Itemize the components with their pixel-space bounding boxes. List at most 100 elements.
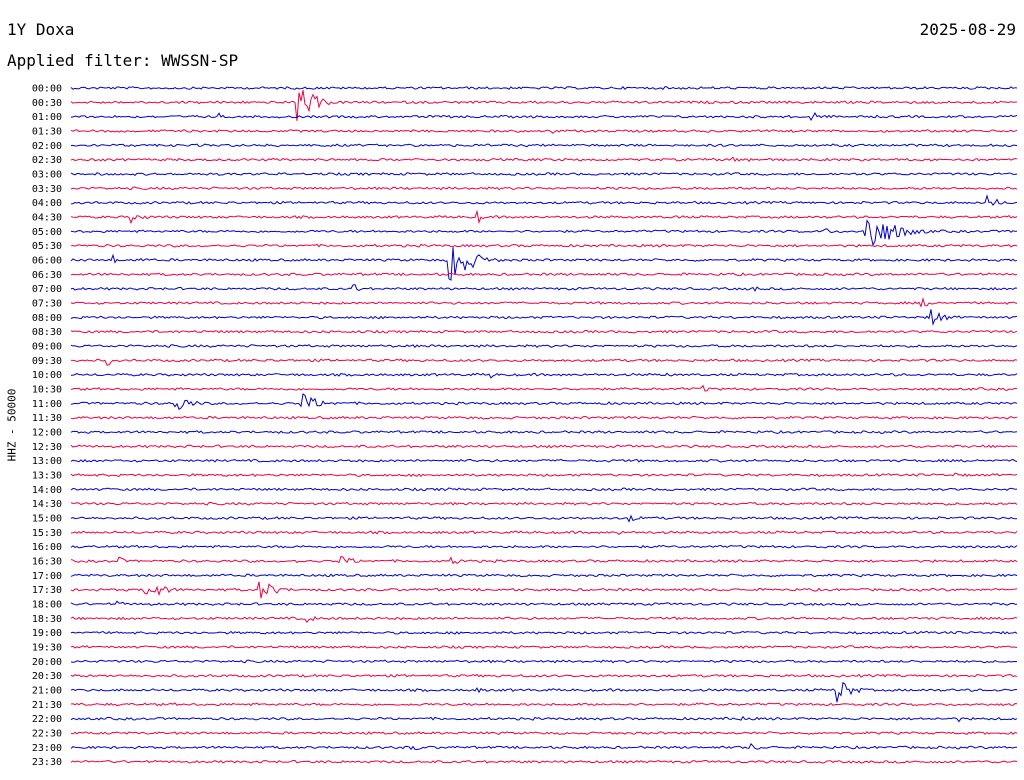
trace-line [70,309,1018,327]
trace-line [70,673,1018,678]
trace-line [70,630,1018,635]
row-time-label: 07:30 [32,299,62,310]
trace-line [70,616,1018,624]
row-time-label: 19:00 [32,628,62,639]
row-time-label: 13:30 [32,471,62,482]
trace-line [70,393,1018,410]
trace-line [70,530,1018,536]
trace-line [70,384,1018,392]
filter-label: Applied filter: WWSSN-SP [7,51,239,70]
trace-line [70,111,1018,121]
trace-line [70,194,1018,206]
trace-line [70,129,1018,134]
row-time-label: 14:00 [32,485,62,496]
trace-line [70,372,1018,379]
row-time-label: 17:30 [32,585,62,596]
row-time-label: 11:30 [32,413,62,424]
trace-line [70,514,1018,523]
trace-line [70,487,1018,492]
row-time-label: 11:00 [32,399,62,410]
trace-line [70,715,1018,723]
trace-line [70,544,1018,549]
trace-line [70,458,1018,463]
row-time-label: 16:30 [32,557,62,568]
row-time-label: 21:00 [32,686,62,697]
row-time-label: 19:30 [32,643,62,654]
row-time-label: 02:00 [32,141,62,152]
row-time-label: 23:30 [32,757,62,768]
trace-line [70,501,1018,506]
row-time-label: 00:30 [32,98,62,109]
row-time-label: 01:00 [32,112,62,123]
trace-line [70,296,1018,308]
trace-line [70,600,1018,607]
row-time-label: 09:00 [32,342,62,353]
trace-line [70,659,1018,664]
trace-line [70,581,1018,599]
trace-line [70,472,1018,477]
row-time-label: 22:30 [32,729,62,740]
trace-line [70,219,1018,247]
row-time-label: 00:00 [32,84,62,95]
trace-line [70,759,1018,764]
row-time-label: 06:30 [32,270,62,281]
row-time-label: 20:30 [32,671,62,682]
trace-line [70,681,1018,703]
trace-line [70,272,1018,277]
trace-line [70,555,1018,565]
trace-line [70,247,1018,281]
row-time-label: 12:30 [32,442,62,453]
trace-line [70,186,1018,191]
row-time-label: 08:30 [32,327,62,338]
row-time-label: 07:00 [32,284,62,295]
trace-line [70,209,1018,225]
row-time-label: 04:00 [32,198,62,209]
row-time-label: 14:30 [32,499,62,510]
trace-line [70,358,1018,366]
trace-line [70,429,1018,434]
row-time-label: 20:00 [32,657,62,668]
trace-line [70,444,1018,449]
row-time-label: 06:00 [32,256,62,267]
trace-line [70,172,1018,176]
row-time-label: 03:00 [32,170,62,181]
row-time-label: 05:00 [32,227,62,238]
row-time-label: 23:00 [32,743,62,754]
trace-line [70,645,1018,650]
date-label: 2025-08-29 [919,20,1016,39]
trace-line [70,143,1018,148]
trace-line [70,742,1018,751]
trace-line [70,731,1018,735]
row-time-label: 21:30 [32,700,62,711]
trace-line [70,284,1018,292]
trace-line [70,344,1018,349]
row-time-label: 13:00 [32,456,62,467]
row-time-label: 08:00 [32,313,62,324]
trace-line [70,156,1018,162]
row-time-label: 09:30 [32,356,62,367]
row-time-label: 02:30 [32,155,62,166]
trace-line [70,415,1018,420]
row-time-label: 10:30 [32,385,62,396]
row-time-label: 18:30 [32,614,62,625]
row-time-label: 12:00 [32,428,62,439]
trace-line [70,329,1018,334]
trace-line [70,702,1018,707]
row-time-label: 10:00 [32,370,62,381]
trace-line [70,573,1018,578]
trace-line [70,90,1018,121]
row-time-label: 05:30 [32,241,62,252]
row-time-label: 17:00 [32,571,62,582]
row-time-label: 15:00 [32,514,62,525]
row-time-label: 04:30 [32,213,62,224]
row-time-label: 16:00 [32,542,62,553]
row-time-label: 15:30 [32,528,62,539]
station-title: 1Y Doxa [7,20,75,39]
trace-line [70,86,1018,91]
trace-line [70,243,1018,248]
row-time-label: 01:30 [32,127,62,138]
row-time-label: 18:00 [32,600,62,611]
row-time-label: 22:00 [32,714,62,725]
row-time-label: 03:30 [32,184,62,195]
